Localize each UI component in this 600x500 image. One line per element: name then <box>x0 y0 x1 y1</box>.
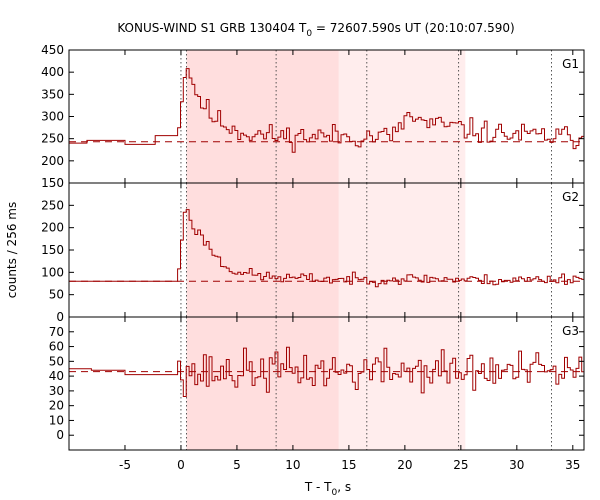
y-tick-label: 70 <box>49 325 64 339</box>
x-tick-label: 0 <box>177 458 185 472</box>
interval-band-2 <box>338 50 466 183</box>
y-tick-label: 20 <box>49 399 64 413</box>
x-tick-label: 10 <box>285 458 300 472</box>
y-tick-label: 250 <box>41 198 64 212</box>
interval-band-2 <box>338 183 466 317</box>
panels-layer: 200250300350400450G1050100150200250G2010… <box>41 43 585 451</box>
y-axis-label: counts / 256 ms <box>5 202 19 298</box>
x-tick-label: 20 <box>397 458 412 472</box>
light-curve-g2 <box>69 209 584 288</box>
chart-title: KONUS-WIND S1 GRB 130404 T0 = 72607.590s… <box>117 21 514 39</box>
detector-label: G1 <box>562 57 579 71</box>
interval-band-1 <box>186 50 339 183</box>
y-tick-label: 200 <box>41 221 64 235</box>
y-tick-label: 100 <box>41 265 64 279</box>
y-tick-label: 50 <box>49 288 64 302</box>
panel-g1: 200 250 300 350 400 450 G1 <box>41 43 585 184</box>
y-tick-label: 200 <box>41 154 64 168</box>
y-tick-label: 150 <box>41 243 64 257</box>
detector-label: G2 <box>562 190 579 204</box>
y-tick-label: 350 <box>41 87 64 101</box>
y-tick-label: 40 <box>49 369 64 383</box>
x-tick-label: 25 <box>453 458 468 472</box>
x-axis: 150 -5 0 5 10 15 20 25 30 35 <box>41 176 580 472</box>
y-tick-label: 50 <box>49 354 64 368</box>
y-tick-label: 30 <box>49 384 64 398</box>
y-tick-label: 60 <box>49 340 64 354</box>
x-tick-label: 30 <box>509 458 524 472</box>
x-tick-label: 15 <box>341 458 356 472</box>
light-curve-g1 <box>69 68 584 153</box>
y-tick-label: 0 <box>56 310 64 324</box>
panel-g2: 0 50 100 150 200 250 G2 <box>41 182 585 324</box>
x-tick-label: 35 <box>565 458 580 472</box>
panel-frame <box>68 316 585 451</box>
y-tick-label: 0 <box>56 428 64 442</box>
x-axis-label: T - T0, s <box>304 480 351 498</box>
y-tick-label: 300 <box>41 110 64 124</box>
detector-label: G3 <box>562 324 579 338</box>
y-tick-label: 250 <box>41 132 64 146</box>
x-tick-label: 5 <box>233 458 241 472</box>
y-tick-label: 450 <box>41 43 64 57</box>
interval-band-1 <box>186 183 339 317</box>
y-tick-label: 400 <box>41 65 64 79</box>
y-tick-label: 150 <box>41 176 64 190</box>
interval-band-2 <box>338 317 466 450</box>
y-tick-label: 10 <box>49 413 64 427</box>
interval-band-1 <box>186 317 339 450</box>
x-tick-label: -5 <box>119 458 131 472</box>
light-curve-g3 <box>69 346 584 397</box>
